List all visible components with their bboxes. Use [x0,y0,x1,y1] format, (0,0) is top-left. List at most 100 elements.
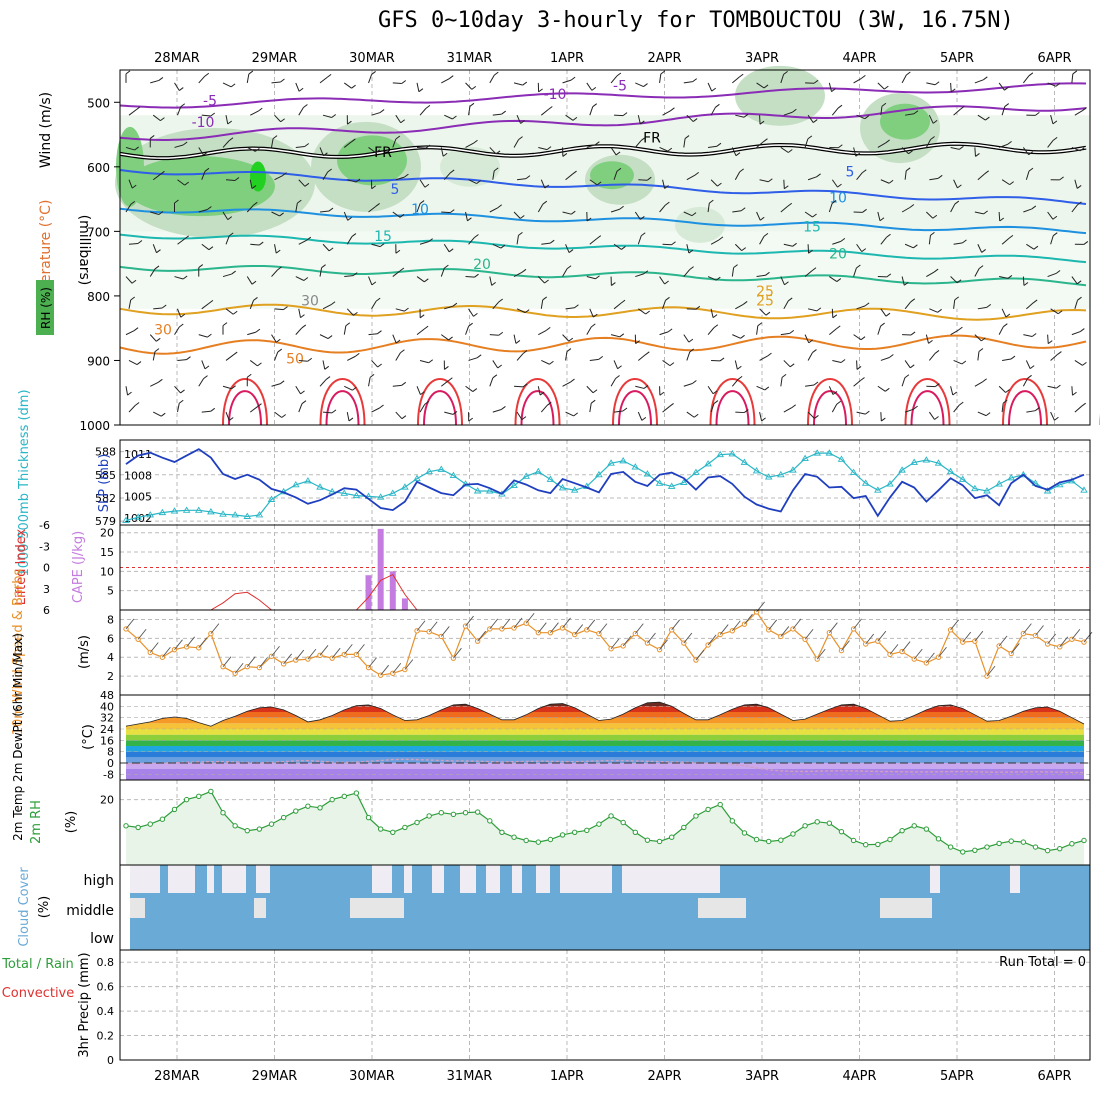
rh2m-point [365,814,372,821]
wind-barb-flag [469,102,475,107]
wind-barb [928,235,931,245]
wind-barb-flag [399,213,405,218]
wind-barb-flag [399,267,405,272]
wind-barb-flag [566,348,572,352]
wind-barb-flag [570,76,576,81]
wind-barb [137,628,147,640]
wind-barb [759,236,765,245]
wind-barb [1002,358,1012,361]
temp2m-unit-label: (°C) [81,724,96,750]
wind-barb [638,308,646,315]
wind-barb-flag [186,356,191,361]
panel-frame [119,609,1091,696]
wind-barb-flag [204,167,210,172]
thickness-point [813,449,822,456]
contour-label: 20 [829,246,847,262]
wind-barb-flag [619,205,624,210]
thickness-point [146,511,155,518]
wind-barb [416,82,420,92]
wind-barb [659,204,666,213]
wind-barb [177,403,180,413]
wind-barb [807,176,817,181]
wind-barb [283,653,292,665]
wind-barb [322,360,326,370]
wind-barb [904,360,911,369]
wind-barb-flag [323,152,328,157]
wind-barb-flag [598,355,604,360]
wind-barb [428,621,438,633]
wind-barb [416,620,426,632]
wind-barb [201,243,210,251]
wind-barb-flag [930,231,935,236]
wind-barb [901,147,909,155]
wind-barb-flag [733,264,738,269]
cloud-middle-clear [880,898,932,918]
wind-barb-flag [161,304,167,309]
wind-barb-flag [713,324,719,329]
wind-barb-flag [596,181,602,186]
wind-barb [1022,147,1030,156]
wind-barb [950,619,959,631]
wind-barb-flag [695,305,701,310]
rh2m-point [220,809,226,816]
wind-barb [610,208,620,213]
wind-barb [622,635,632,647]
wind-barb-flag [227,216,233,221]
wind-barb-flag [522,81,528,86]
wind-barb [346,411,350,422]
wind-barb [516,411,523,420]
thickness-point [958,475,967,482]
wind-barb [501,618,511,630]
wind-barb [562,268,568,277]
wind-barb [901,641,911,652]
wind-barb [295,203,298,213]
rh2m-point [462,809,469,816]
wind-barb-flag [960,105,965,110]
contour-label: 25 [756,294,774,310]
thickness-point [352,491,361,499]
wind-barb [877,630,887,642]
wind-barb-flag [670,107,675,112]
wind-barb [489,207,498,213]
wind-barb-flag [1033,245,1039,250]
wind-barb-flag [1052,215,1058,220]
rh2m-point [1044,847,1051,854]
temperature-contour-hot [423,390,457,426]
wind-barb-flag [476,180,482,184]
cloud-middle-clear [698,898,746,918]
wind-barb [926,82,936,86]
wind-barb-flag [808,249,813,254]
wind-barb [734,360,738,370]
wind-barb [295,146,305,148]
wind-barb [977,114,986,121]
wind-barb [829,276,838,282]
wind-barb-flag [913,110,919,115]
wind-barb [856,411,866,415]
wind-barb [343,141,352,148]
wind-barb-flag [549,360,554,365]
wind-barb-flag [425,144,431,149]
wind-barb [707,634,717,646]
wind-barb [513,271,523,277]
wind-barb [125,330,135,336]
wind-barb [274,175,283,181]
wind-barb [659,73,662,83]
wind-barb [586,82,593,91]
date-label-top: 28MAR [154,51,200,66]
wind-barb-flag [621,246,626,250]
wind-barb-flag [757,322,763,327]
temp-band [126,734,1084,741]
wind-barb-flag [275,249,281,254]
wind-barb-flag [615,151,621,156]
wind-barb [783,407,792,413]
wind-barb [707,385,714,395]
wind-barb [816,648,826,660]
wind-barb-flag [182,141,188,146]
wind-barb-flag [279,380,285,385]
wind-barb [780,147,789,153]
wind-barb-flag [180,103,186,108]
wind-barb [853,334,862,341]
wind-barb-flag [689,348,695,353]
wind-barb [659,331,669,336]
wind-barb [222,656,232,667]
